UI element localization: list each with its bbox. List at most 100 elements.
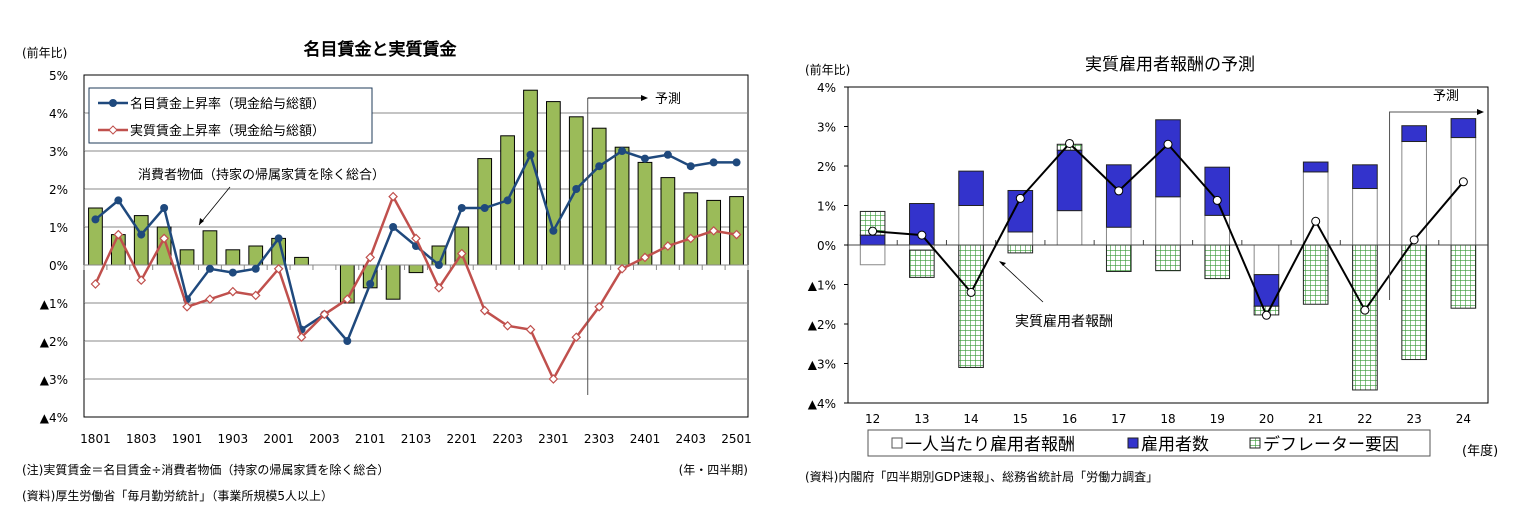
arrowhead-icon xyxy=(999,261,1006,266)
real-point xyxy=(273,263,284,274)
left-x-tick-label: 2301 xyxy=(538,432,569,446)
right-x-tick-label: 13 xyxy=(914,412,929,426)
nominal-point xyxy=(274,234,283,243)
right-x-tick-label: 12 xyxy=(865,412,880,426)
real-point xyxy=(411,233,421,244)
left-x-tick-label: 1901 xyxy=(172,432,203,446)
nominal-point xyxy=(503,196,512,205)
legend-label-employees-bar: 雇用者数 xyxy=(1141,435,1209,455)
cpi-bar xyxy=(202,230,218,266)
left-x-tick-label: 2303 xyxy=(584,432,615,446)
left-x-tick-label: 2501 xyxy=(721,432,752,446)
cpi-bar xyxy=(637,161,653,266)
deflator-bar xyxy=(1450,244,1477,309)
real-compensation-point xyxy=(1212,195,1222,205)
left-x-tick-label: 2001 xyxy=(263,432,294,446)
real-point xyxy=(571,332,582,343)
legend-label-deflator-bar: デフレーター要因 xyxy=(1263,434,1399,455)
real-compensation-point xyxy=(1360,305,1370,315)
left-source: (資料)厚生労働省「毎月勤労統計」（事業所規模5人以上） xyxy=(22,488,333,503)
real-compensation-point xyxy=(1015,193,1025,203)
real-point xyxy=(113,229,124,240)
legend-label-per-capita-bar: 一人当たり雇用者報酬 xyxy=(905,435,1075,455)
right-y-tick-label: ▲3% xyxy=(808,358,836,372)
legend-swatch-employees-bar xyxy=(1127,437,1139,449)
real-point xyxy=(296,332,307,343)
per-capita-bar xyxy=(1056,210,1083,246)
real-point xyxy=(319,309,330,320)
cpi-annotation: 消費者物価（持家の帰属家賃を除く総合） xyxy=(138,167,385,183)
per-capita-bar xyxy=(1007,231,1034,246)
right-x-tick-label: 14 xyxy=(963,412,978,426)
arrowhead-icon xyxy=(199,218,204,225)
right-x-tick-label: 21 xyxy=(1308,412,1323,426)
left-y-tick-label: 3% xyxy=(49,145,68,159)
real-compensation-point xyxy=(966,287,976,297)
real-compensation-point xyxy=(1458,177,1468,187)
real-point xyxy=(342,294,353,305)
per-capita-bar xyxy=(958,205,984,246)
right-source: (資料)内閣府「四半期別GDP速報」、総務省統計局「労働力調査」 xyxy=(805,469,1158,484)
employees-bar xyxy=(1056,149,1083,212)
per-capita-bar xyxy=(1253,244,1280,276)
per-capita-bar xyxy=(1352,188,1378,246)
cpi-bar xyxy=(133,215,149,266)
left-x-tick-label: 1803 xyxy=(126,432,157,446)
cpi-bar xyxy=(179,249,195,266)
left-y-tick-label: 0% xyxy=(49,259,68,273)
right-y-tick-label: ▲2% xyxy=(808,318,836,332)
left-x-tick-label: 2203 xyxy=(492,432,523,446)
deflator-bar xyxy=(1302,244,1329,305)
nominal-point xyxy=(618,147,627,155)
cpi-bar xyxy=(225,249,241,266)
deflator-bar xyxy=(909,249,935,278)
right-chart-title: 実質雇用者報酬の予測 xyxy=(1085,55,1255,75)
left-x-tick-label: 2103 xyxy=(401,432,432,446)
arrowhead-icon xyxy=(641,95,648,101)
right-x-tick-label: 23 xyxy=(1407,412,1422,426)
real-compensation-point xyxy=(917,230,927,240)
left-x-tick-label: 2101 xyxy=(355,432,386,446)
right-x-tick-label: 22 xyxy=(1357,412,1372,426)
real-compensation-point xyxy=(1409,235,1419,245)
real-point xyxy=(617,263,627,274)
left-y-tick-label: ▲1% xyxy=(40,297,68,311)
left-x-tick-label: 2003 xyxy=(309,432,340,446)
legend-label-nominal: 名目賃金上昇率（現金給与総額） xyxy=(130,96,325,112)
nominal-point xyxy=(549,226,558,235)
real-point xyxy=(594,301,605,312)
employees-bar xyxy=(1450,118,1477,139)
right-x-tick-label: 17 xyxy=(1111,412,1126,426)
right-y-tick-label: 1% xyxy=(817,200,836,214)
per-capita-bar xyxy=(1155,196,1181,246)
left-x-tick-label: 2401 xyxy=(630,432,661,446)
left-x-unit: (年・四半期) xyxy=(679,463,748,477)
right-y-tick-label: 0% xyxy=(817,239,836,253)
right-x-tick-label: 20 xyxy=(1259,412,1274,426)
deflator-bar xyxy=(1204,244,1231,280)
legend-label-real: 実質賃金上昇率（現金給与総額） xyxy=(130,123,325,139)
cpi-bar xyxy=(408,264,424,274)
real-point xyxy=(250,290,261,301)
real-point xyxy=(479,305,490,316)
nominal-point xyxy=(663,150,672,159)
forecast-bracket xyxy=(1389,111,1478,300)
cpi-bar xyxy=(385,264,401,300)
left-y-tick-label: ▲4% xyxy=(40,411,68,425)
employees-bar xyxy=(1352,164,1378,190)
nominal-point xyxy=(572,185,581,193)
real-point xyxy=(663,241,673,251)
cpi-bar xyxy=(660,177,676,266)
cpi-bar xyxy=(294,256,309,266)
cpi-bar xyxy=(546,101,561,266)
nominal-point xyxy=(595,162,604,171)
per-capita-bar xyxy=(1105,226,1132,246)
real-point xyxy=(90,279,101,289)
line-annotation: 実質雇用者報酬 xyxy=(1015,313,1113,330)
real-compensation-point xyxy=(868,226,878,236)
real-compensation-point xyxy=(1065,138,1075,148)
legend-marker xyxy=(109,99,117,107)
deflator-bar xyxy=(958,244,984,368)
nominal-point xyxy=(91,215,100,224)
